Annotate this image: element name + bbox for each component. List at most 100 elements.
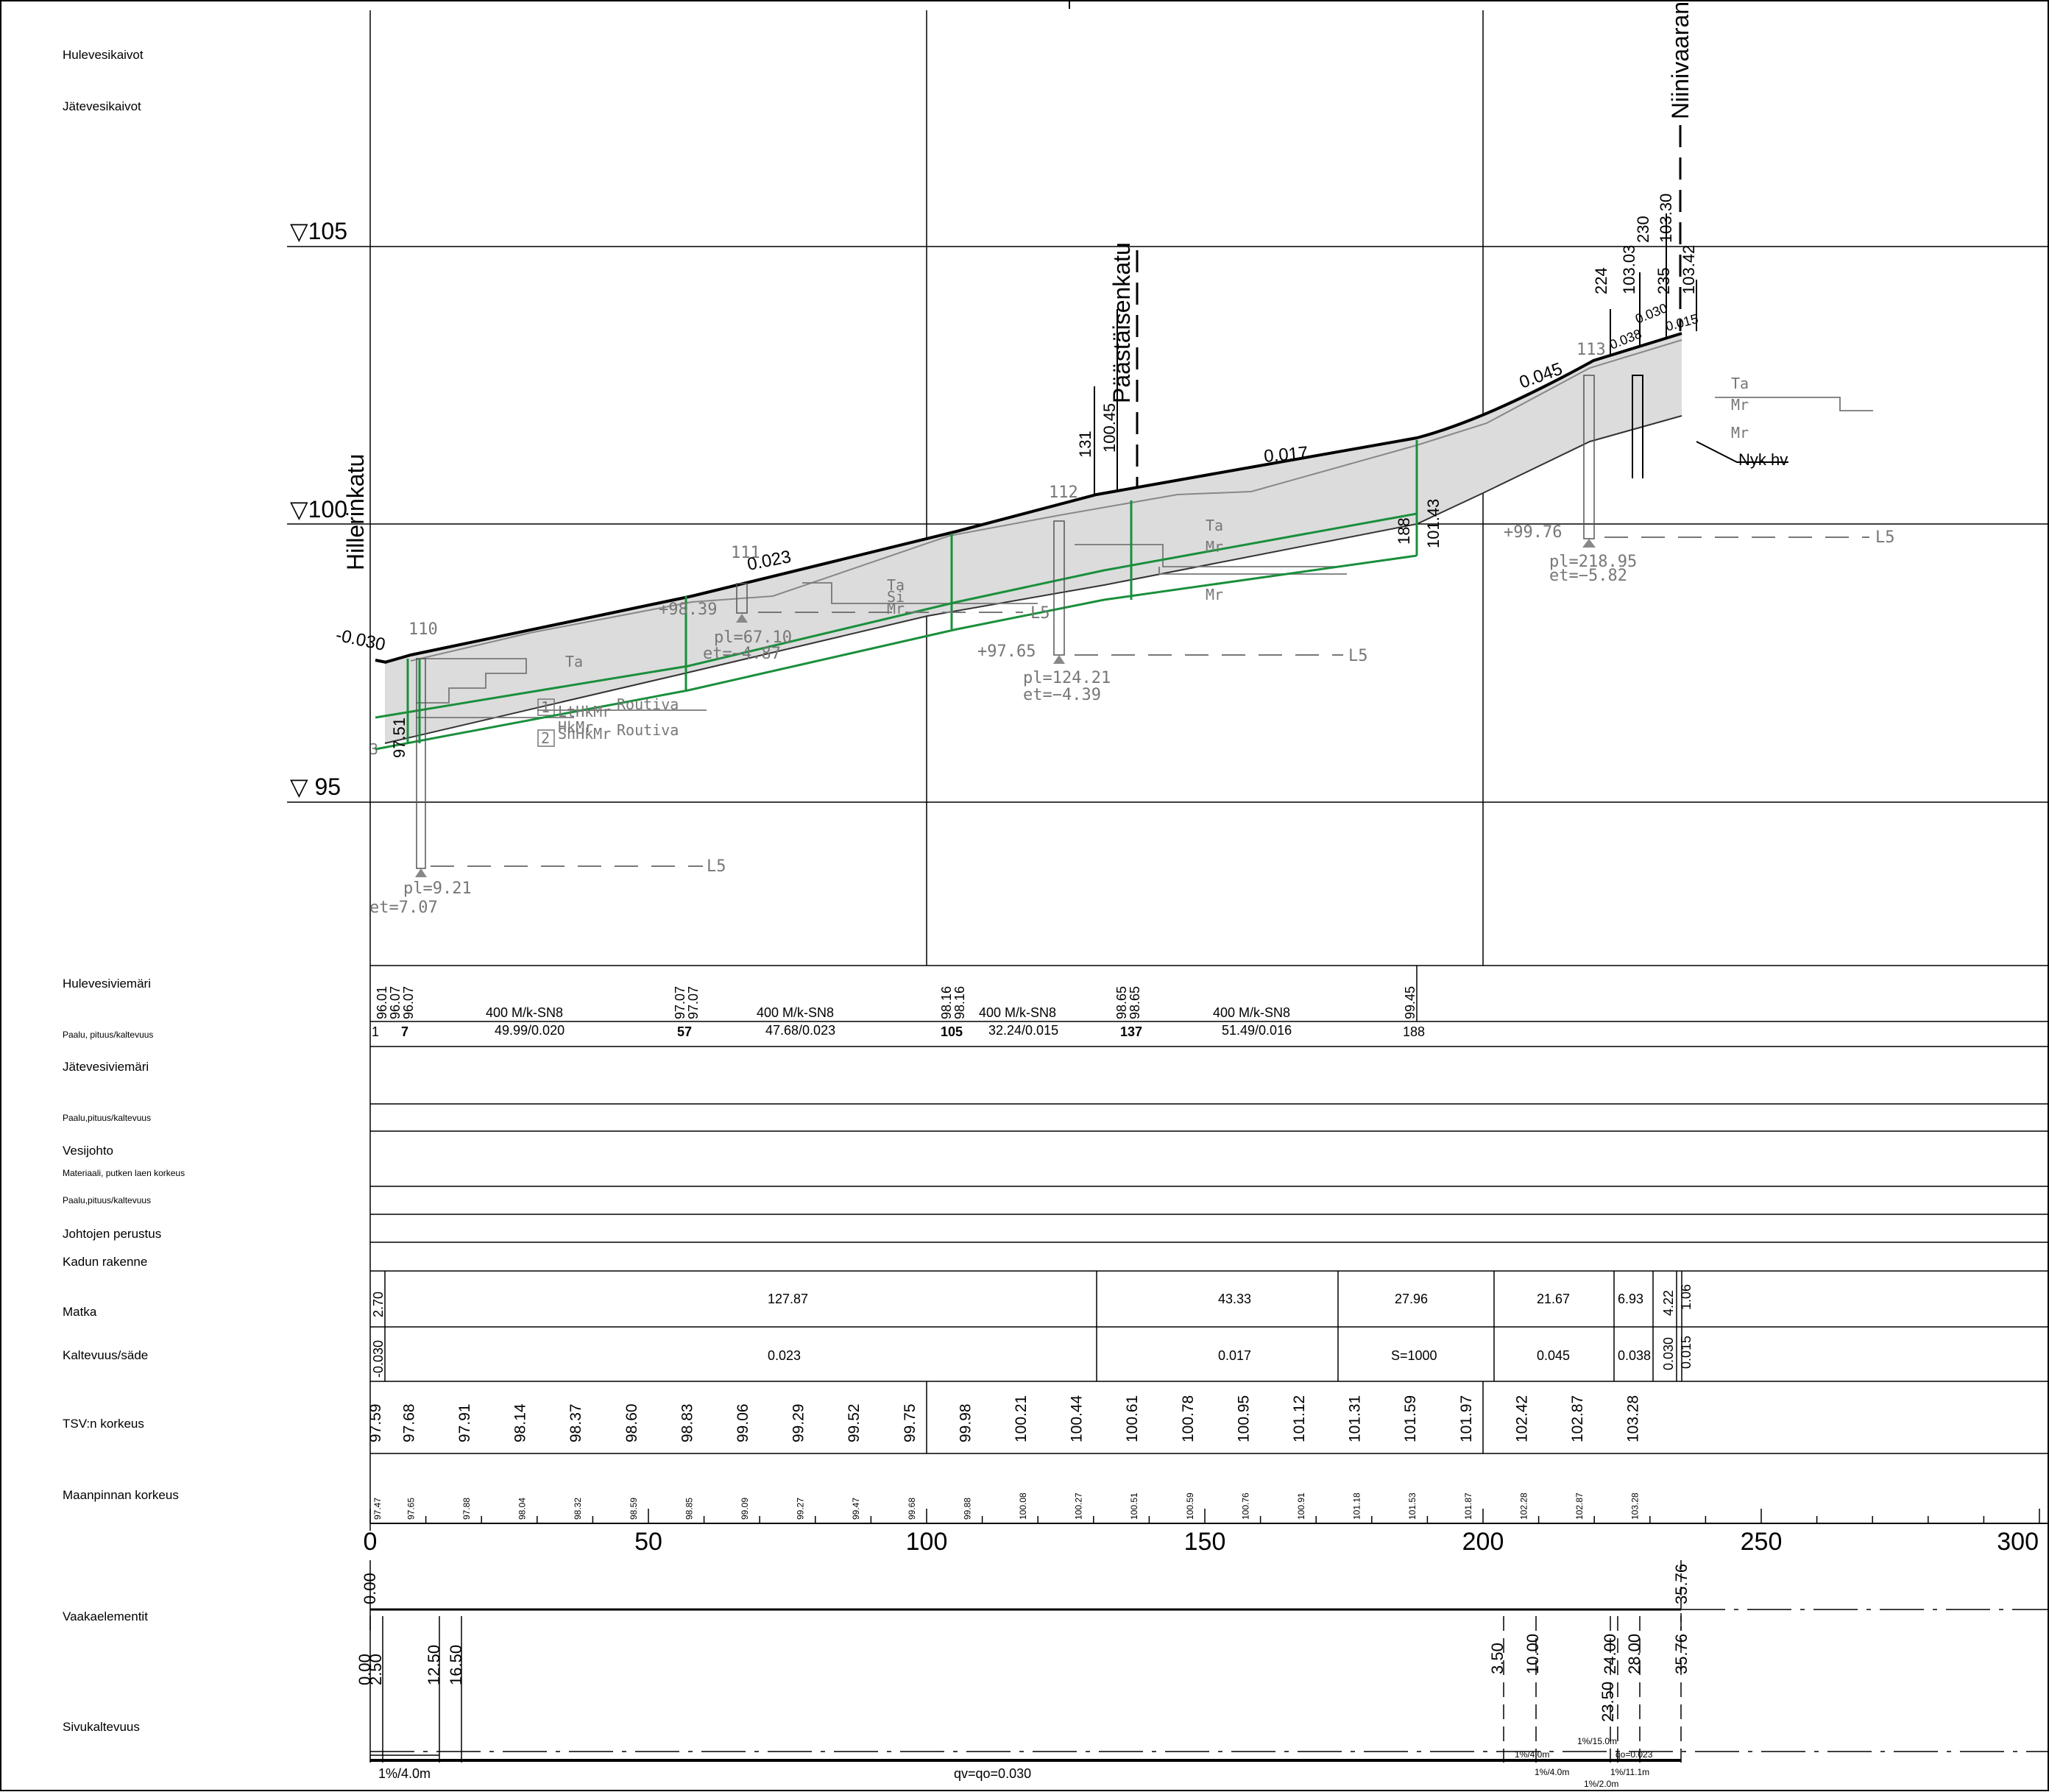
ground-value: 102.87 [1574,1492,1585,1520]
street-hillerinkatu: Hillerinkatu [342,454,369,570]
sewer-station-105: 105 [941,1024,963,1039]
sewer-well-3b: 98.16 [952,986,967,1019]
height-9751: 97.51 [390,718,408,758]
ground-value: 98.85 [684,1498,694,1520]
label-hulevesiviemari: Hulevesiviemäri [63,977,151,991]
label-perustus: Johtojen perustus [63,1227,161,1241]
soil-mr-3: Mr [1206,586,1223,603]
borehole-3-pl: pl=124.21 [1023,669,1111,687]
label-vesijohto: Vesijohto [63,1144,113,1158]
sivu-2: 12.50 [425,1645,443,1685]
kaltevuus-3: S=1000 [1391,1348,1437,1363]
sewer-well-4a: 98.65 [1114,986,1129,1019]
sewer-well-1a: 96.01 [375,986,389,1019]
tsv-value: 101.12 [1291,1395,1308,1442]
label-box-2 [537,729,555,747]
soil-num-3: 3 [369,740,378,758]
sewer-well-1b: 96.07 [388,986,403,1019]
height-188: 188 [1395,517,1413,545]
borehole-2-level: +98.39 [659,601,717,619]
ground-value: 99.88 [962,1498,972,1520]
sivu-text-1: 1%/4.0m [378,1766,431,1781]
borehole-1: L5 pl=9.21 et=7.07 [369,658,726,917]
ground-value: 99.47 [851,1498,861,1520]
sivu-1: 2.50 [367,1654,385,1685]
sivu-6: 24.00 [1601,1634,1619,1674]
borehole-2-shaft [736,583,748,614]
sivu-3: 16.50 [447,1645,465,1685]
street-paastaisenkatu: Päästäisenkatu [1108,242,1135,403]
sewer-well-2a: 97.07 [673,986,687,1019]
sewer-wells: 96.01 96.07 96.07 97.07 97.07 98.16 98.1… [372,986,1425,1039]
sewer-station-57: 57 [677,1024,692,1039]
tsv-value: 98.60 [623,1403,640,1442]
sivu-text-8: 1%/2.0m [1584,1779,1618,1789]
label-jatevesikaivot: Jätevesikaivot [63,99,141,113]
soil-lthkmr: LtHkMr [558,703,611,720]
sewer-pipe-1-len: 49.99/0.020 [495,1023,565,1038]
ground-value: 100.59 [1185,1492,1195,1520]
tsv-value: 101.59 [1402,1395,1419,1442]
kaltevuus-1: 0.023 [768,1348,801,1363]
matka-6: 4.22 [1661,1290,1676,1316]
borehole-3-level: +97.65 [977,642,1036,661]
matka-5: 6.93 [1618,1292,1643,1306]
slope-start: -0.030 [334,625,387,655]
axis-label: 0 [364,1528,378,1556]
soil-ta-3: Ta [1206,517,1223,534]
station-110: 110 [408,620,438,639]
ground-value: 103.28 [1630,1492,1641,1520]
matka-3: 27.96 [1395,1292,1428,1306]
tsv-value: 99.98 [957,1403,974,1442]
height-224: 224 [1592,267,1610,294]
sewer-pipe-3-len: 32.24/0.015 [988,1023,1058,1038]
station-111: 111 [731,544,760,562]
tsv-value: 98.37 [567,1403,584,1442]
kaltevuus-7: 0.015 [1679,1336,1694,1369]
elevation-95: ▽ 95 [290,773,341,800]
soil-routiva-1: Routiva [617,695,679,713]
tsv-value: 102.87 [1569,1395,1586,1442]
axis-label: 300 [1997,1528,2039,1556]
matka-0: 2.70 [371,1292,386,1317]
sivu-texts: 1%/4.0m qv=qo=0.030 1%/15.0m 1%/4.0m qo=… [378,1736,1653,1789]
soil-num-1: 1 [541,698,550,716]
road-start-stub [375,659,387,664]
borehole-4-pl: pl=218.95 [1549,553,1637,571]
tsv-value: 97.68 [400,1403,417,1442]
axis-label: 100 [906,1528,948,1556]
sewer-pipe-2-type: 400 M/k-SN8 [757,1005,834,1020]
tsv-value: 97.91 [456,1403,473,1442]
soil-mr-5: Mr [1731,424,1749,442]
nyk-hv-leader [1696,441,1788,463]
sivu-text-2: qv=qo=0.030 [954,1766,1031,1781]
sivu-7: 28.00 [1625,1634,1643,1674]
axis-label: 150 [1184,1528,1226,1556]
borehole-2-pl: pl=67.10 [714,628,792,647]
sewer-pipe-4-len: 51.49/0.016 [1222,1023,1292,1038]
storm-sewer-lines [375,440,1418,751]
sewer-pipe-1-type: 400 M/k-SN8 [486,1005,563,1020]
ground-value: 98.59 [629,1498,639,1520]
bottom-contour [384,415,1682,744]
height-230: 230 [1634,216,1652,243]
matka-row: 2.70 127.87 43.33 27.96 21.67 6.93 4.22 … [371,1284,1694,1317]
ground-value: 101.18 [1352,1492,1362,1520]
sewer-station-188: 188 [1403,1024,1425,1039]
matka-1: 127.87 [768,1292,808,1306]
height-10342: 103.42 [1680,245,1698,294]
ground-value: 100.76 [1240,1492,1250,1520]
elevation-100: ▽100 [290,496,347,523]
tsv-value: 101.31 [1347,1395,1364,1442]
borehole-4: L5 +99.76 pl=218.95 et=−5.82 [1504,375,1895,585]
sivu-text-4: 1%/4.0m [1515,1749,1549,1760]
ground-value: 101.87 [1463,1492,1473,1520]
sewer-station-137: 137 [1120,1024,1142,1039]
tsv-value: 97.59 [367,1403,384,1442]
sivu-9: 23.50 [1599,1682,1617,1722]
ground-contour [410,339,1682,662]
matka-4: 21.67 [1537,1292,1570,1306]
borehole-3-l5: L5 [1348,647,1368,665]
vaaka-section: 0.00 35.76 [361,1560,2049,1630]
